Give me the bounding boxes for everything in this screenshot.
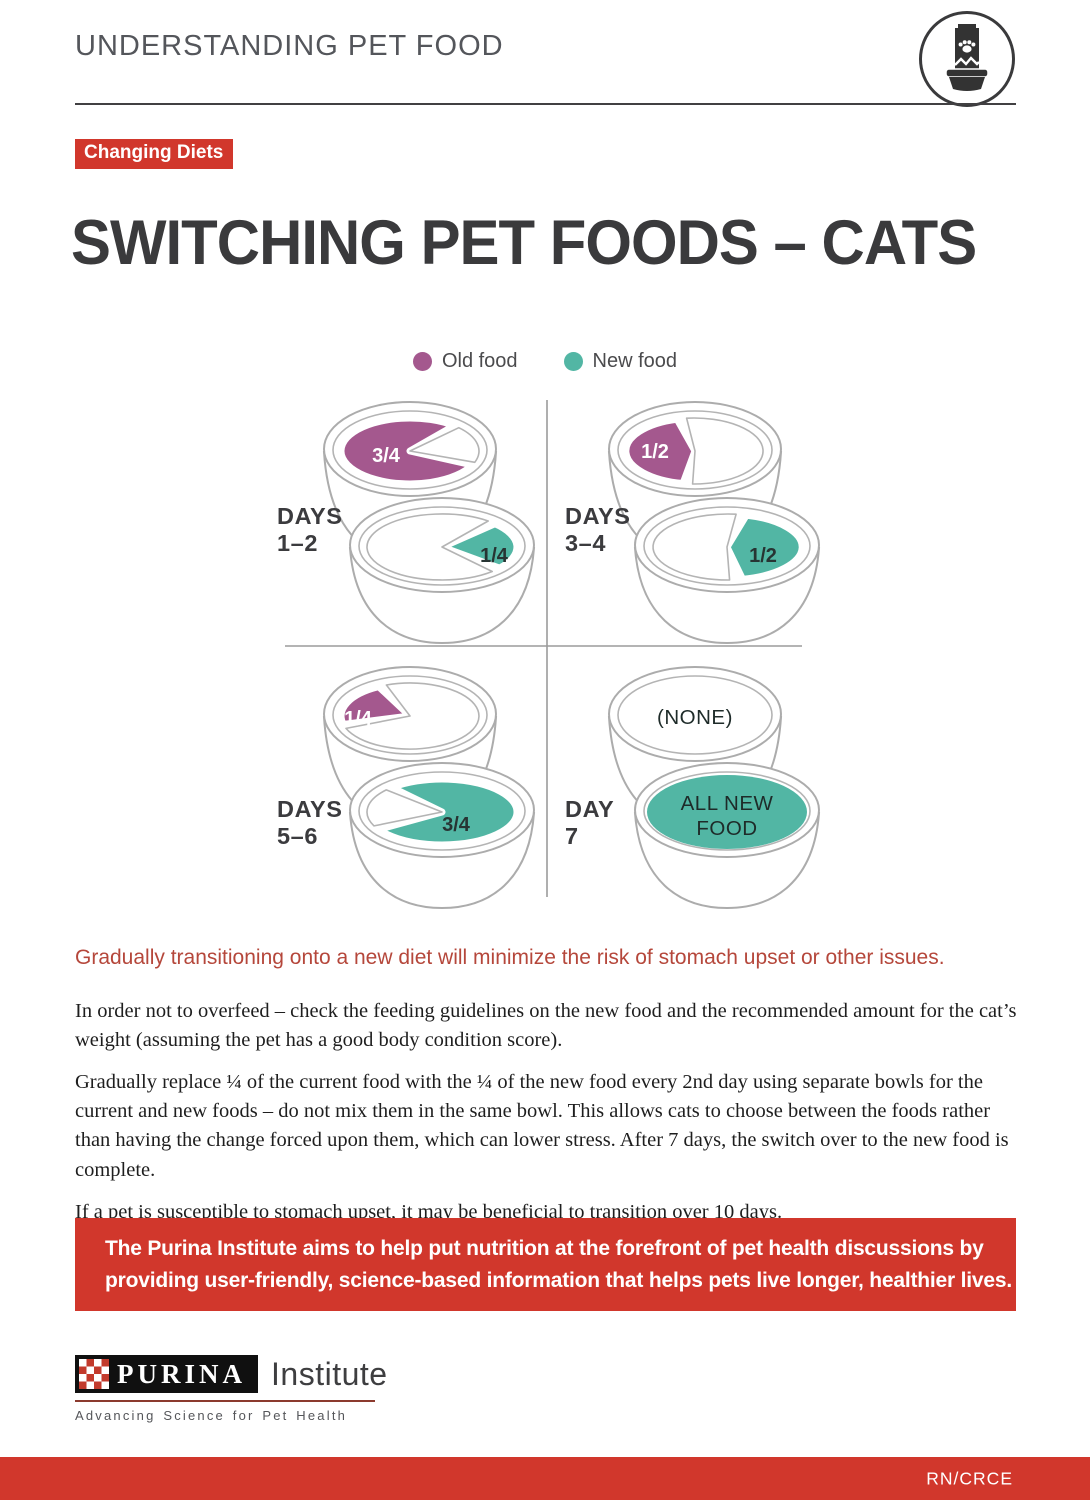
paragraph-stomach-upset: If a pet is susceptible to stomach upset…	[75, 1200, 783, 1223]
old-food-label: Old food	[441, 350, 518, 372]
bowl-center-label: (NONE)	[657, 706, 733, 729]
day-label-days-5-6: DAYS 5–6	[277, 796, 343, 850]
pet-food-bag-bowl-icon	[919, 11, 1015, 107]
purina-institute-logo: PURINA Institute Advancing Science for P…	[75, 1355, 388, 1423]
feeding-schedule-diagram: 3/4 1/4 1/2 1/2 1/4 3/4 (NONE) ALL NEW FOOD DAYS…	[270, 395, 880, 920]
day-label-days-3-4: DAYS 3–4	[565, 503, 631, 557]
bowl-center-label: ALL NEW FOOD	[681, 792, 774, 840]
legend-item-new-food: New food	[563, 350, 678, 373]
body-copy: In order not to overfeed – check the fee…	[75, 997, 1023, 1227]
old-food-dot	[412, 352, 432, 371]
paragraph-replace: Gradually replace ¼ of the current food …	[75, 1071, 1009, 1181]
banner-line-1: The Purina Institute aims to help put nu…	[105, 1237, 984, 1260]
changing-diets-tag: Changing Diets	[75, 139, 234, 169]
bowl-q4-front: ALL NEW FOOD	[633, 762, 821, 910]
bowl-q2-front: 1/2	[633, 497, 821, 645]
portion-label: 3/4	[372, 445, 401, 467]
purina-checkerboard-icon	[79, 1359, 109, 1389]
bowl-q1-back: 3/4	[322, 401, 498, 563]
paragraph-overfeed: In order not to overfeed – check the fee…	[75, 1000, 1017, 1052]
highlight-sentence: Gradually transitioning onto a new diet …	[75, 946, 945, 969]
legend: Old food New food	[0, 350, 1090, 373]
pet-food-icon-graphic	[945, 24, 989, 91]
portion-label: 1/2	[641, 441, 669, 463]
legend-item-old-food: Old food	[412, 350, 518, 373]
portion-label: 1/2	[749, 545, 777, 567]
bowl-q1-front: 1/4	[348, 497, 536, 645]
portion-label: 1/4	[344, 708, 373, 730]
new-food-dot	[563, 352, 583, 371]
header-divider	[75, 103, 1016, 105]
institute-wordmark: Institute	[271, 1355, 388, 1392]
logo-underline	[75, 1400, 375, 1402]
footer-bar: RN/CRCE	[0, 1457, 1090, 1500]
new-food-label: New food	[592, 350, 678, 372]
portion-label: 3/4	[442, 814, 471, 836]
day-label-days-1-2: DAYS 1–2	[277, 503, 343, 557]
bowl-q3-front: 3/4	[348, 762, 536, 910]
purina-wordmark: PURINA	[117, 1358, 246, 1389]
page-title: SWITCHING PET FOODS – CATS	[71, 208, 977, 278]
mission-banner: The Purina Institute aims to help put nu…	[75, 1218, 1016, 1311]
purina-logo-box: PURINA	[75, 1355, 258, 1393]
footer-code: RN/CRCE	[926, 1468, 1013, 1488]
day-label-day-7: DAY 7	[565, 796, 615, 850]
logo-tagline: Advancing Science for Pet Health	[75, 1408, 348, 1423]
banner-line-2: providing user-friendly, science-based i…	[105, 1268, 1012, 1292]
page-header-title: UNDERSTANDING PET FOOD	[75, 30, 504, 62]
portion-label: 1/4	[480, 545, 509, 567]
bowls-graphic: 3/4 1/4 1/2 1/2 1/4 3/4 (NONE) ALL NEW FOOD	[285, 400, 821, 910]
